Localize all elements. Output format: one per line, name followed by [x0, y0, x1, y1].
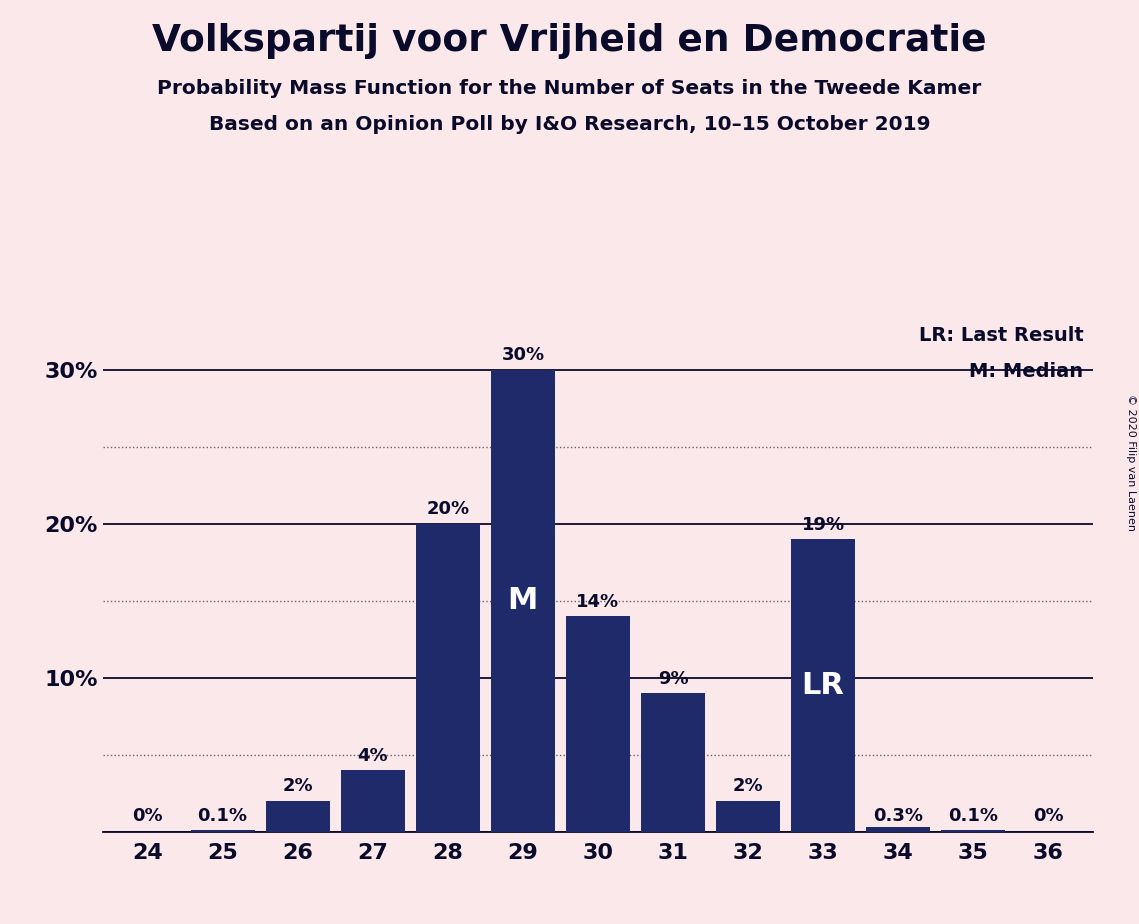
- Bar: [416, 524, 480, 832]
- Text: 19%: 19%: [802, 516, 845, 533]
- Text: Volkspartij voor Vrijheid en Democratie: Volkspartij voor Vrijheid en Democratie: [153, 23, 986, 59]
- Text: 0.1%: 0.1%: [198, 808, 247, 825]
- Text: 2%: 2%: [732, 777, 763, 796]
- Text: 14%: 14%: [576, 592, 620, 611]
- Text: © 2020 Filip van Laenen: © 2020 Filip van Laenen: [1126, 394, 1136, 530]
- Text: 0.3%: 0.3%: [874, 808, 924, 825]
- Bar: [716, 801, 780, 832]
- Text: 4%: 4%: [358, 747, 388, 765]
- Text: Probability Mass Function for the Number of Seats in the Tweede Kamer: Probability Mass Function for the Number…: [157, 79, 982, 98]
- Text: 0%: 0%: [132, 808, 163, 825]
- Bar: [641, 693, 705, 832]
- Bar: [867, 827, 931, 832]
- Text: 0%: 0%: [1033, 808, 1064, 825]
- Text: 30%: 30%: [501, 346, 544, 364]
- Bar: [566, 616, 630, 832]
- Text: 2%: 2%: [282, 777, 313, 796]
- Text: Based on an Opinion Poll by I&O Research, 10–15 October 2019: Based on an Opinion Poll by I&O Research…: [208, 116, 931, 135]
- Text: M: M: [508, 586, 538, 615]
- Text: 9%: 9%: [657, 670, 688, 687]
- Bar: [942, 830, 1006, 832]
- Bar: [491, 370, 555, 832]
- Text: 0.1%: 0.1%: [949, 808, 998, 825]
- Bar: [792, 539, 855, 832]
- Text: LR: Last Result: LR: Last Result: [919, 326, 1083, 345]
- Bar: [341, 770, 404, 832]
- Bar: [265, 801, 329, 832]
- Text: LR: LR: [802, 671, 845, 699]
- Bar: [190, 830, 254, 832]
- Text: 20%: 20%: [426, 500, 469, 518]
- Text: M: Median: M: Median: [969, 361, 1083, 381]
